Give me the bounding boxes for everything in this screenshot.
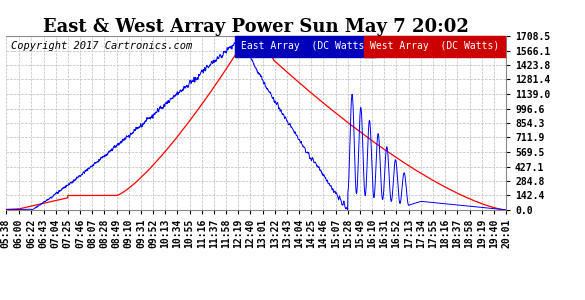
Text: Copyright 2017 Cartronics.com: Copyright 2017 Cartronics.com (11, 41, 192, 51)
Title: East & West Array Power Sun May 7 20:02: East & West Array Power Sun May 7 20:02 (43, 18, 469, 36)
Legend: East Array  (DC Watts), West Array  (DC Watts): East Array (DC Watts), West Array (DC Wa… (239, 39, 501, 53)
